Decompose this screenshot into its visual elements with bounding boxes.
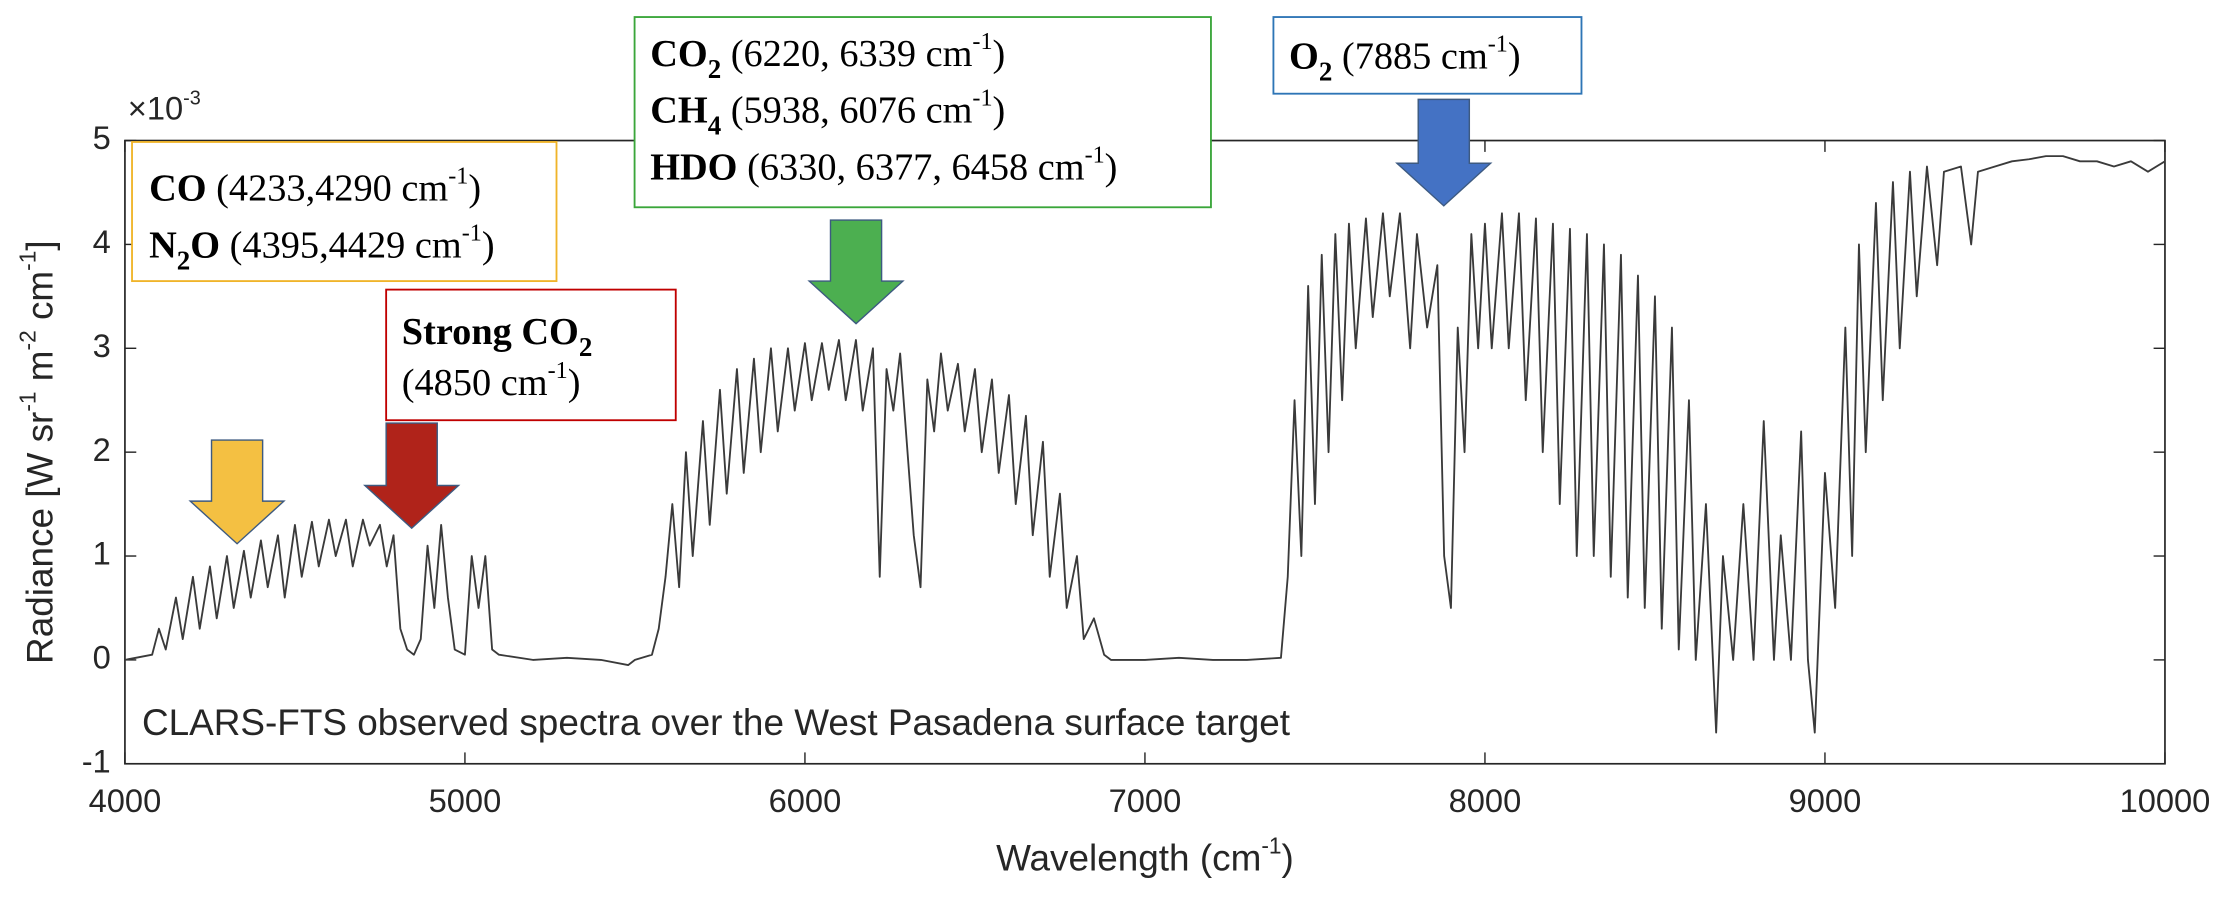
text-run: 2 [579,332,592,362]
annotation-arrow [188,439,286,545]
x-tick-label: 8000 [1449,782,1522,819]
x-tick-label: 5000 [429,782,502,819]
x-tick-label: 10000 [2120,782,2211,819]
text-run: cm [19,271,60,330]
text-run: O [190,224,220,266]
text-run: Wavelength (cm [996,837,1261,878]
annotation-box [633,16,1212,209]
y-tick-label: 4 [93,223,111,260]
text-run: (5938, 6076 cm [721,89,972,131]
text-run: ×10 [128,89,183,126]
x-tick-label: 7000 [1109,782,1182,819]
text-run: ) [1105,146,1118,188]
y-tick-label: 1 [93,535,111,572]
text-run: -1 [448,163,468,190]
y-tick-label: 2 [93,431,111,468]
x-tick-label: 4000 [89,782,162,819]
text-run: 2 [177,246,190,276]
text-run: m [19,350,60,391]
annotation-text: CH4 (5938, 6076 cm-1) [650,85,1005,141]
x-tick-label: 9000 [1789,782,1862,819]
annotation-box [1272,16,1583,95]
text-run: Strong CO [402,311,579,353]
text-run: ) [1508,35,1521,77]
x-axis-label: Wavelength (cm-1) [996,832,1294,878]
text-run: (7885 cm [1332,35,1488,77]
annotation-text: HDO (6330, 6377, 6458 cm-1) [650,141,1117,188]
annotation-box [385,288,677,422]
text-run: -1 [1261,832,1281,858]
text-run: 2 [708,54,721,84]
text-run: (4850 cm [402,362,548,404]
text-run: O [1289,35,1319,77]
annotation-text: (4850 cm-1) [402,357,581,404]
text-run: -1 [1085,141,1105,168]
text-run: CO [650,33,708,75]
annotation-text: N2O (4395,4429 cm-1) [149,219,495,275]
text-run: CH [650,89,708,131]
y-tick-label: 0 [93,639,111,676]
y-tick-label: -1 [82,742,111,779]
x-tick-label: 6000 [769,782,842,819]
text-run: 2 [1319,57,1332,87]
y-axis-label: Radiance [W sr-1 m-2 cm-1] [15,240,61,664]
text-run: ) [1282,837,1294,878]
text-run: -1 [15,391,41,411]
annotation-text: CO (4233,4290 cm-1) [149,163,481,210]
text-run: (4395,4429 cm [220,224,462,266]
y-tick-label: 5 [93,119,111,156]
annotation-arrow [363,422,461,530]
text-run: (6330, 6377, 6458 cm [738,146,1085,188]
text-run: -2 [15,330,41,350]
text-run: Radiance [W sr [19,412,60,664]
text-run: ] [19,240,60,250]
annotation-arrow [807,219,905,325]
spectrum-line [124,155,2166,734]
text-run: ) [468,167,481,209]
annotation-arrow [1395,98,1493,207]
text-run: (6220, 6339 cm [721,33,972,75]
text-run: -3 [183,88,201,110]
annotation-text: CO2 (6220, 6339 cm-1) [650,28,1005,84]
text-run: CO [149,167,207,209]
text-run: -1 [462,219,482,246]
text-run: -1 [548,357,568,384]
text-run: ) [993,89,1006,131]
y-tick-label: 3 [93,327,111,364]
text-run: (4233,4290 cm [207,167,449,209]
text-run: -1 [972,28,992,55]
caption: CLARS-FTS observed spectra over the West… [142,702,1290,743]
text-run: N [149,224,177,266]
text-run: ) [568,362,581,404]
annotation-text: Strong CO2 [402,311,593,362]
y-exponent: ×10-3 [128,88,201,126]
text-run: ) [482,224,495,266]
text-run: ) [993,33,1006,75]
annotation-text: O2 (7885 cm-1) [1289,31,1521,87]
text-run: HDO [650,146,737,188]
text-run: -1 [15,251,41,271]
text-run: -1 [1488,31,1508,58]
text-run: 4 [708,111,721,141]
annotation-box [131,141,558,283]
text-run: -1 [972,85,992,112]
